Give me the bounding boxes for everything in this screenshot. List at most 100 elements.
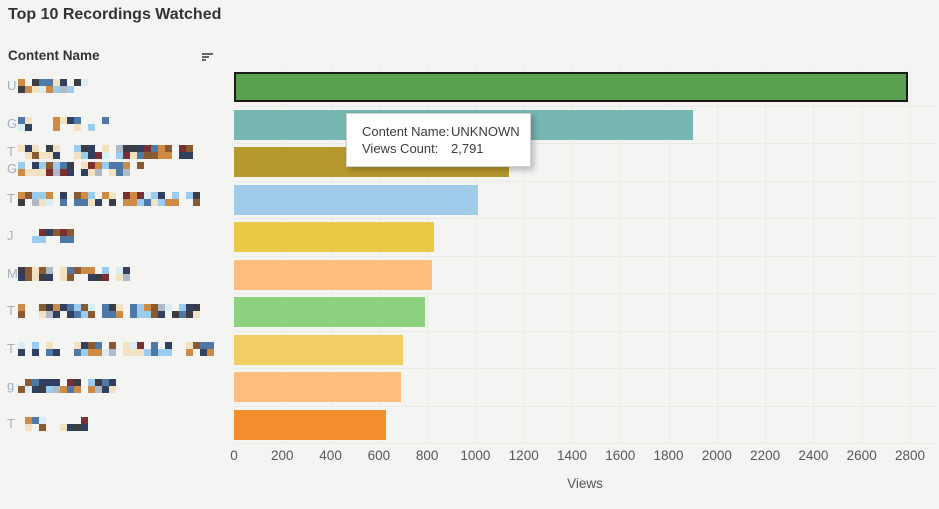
mosaic-pixel — [151, 341, 158, 349]
gridline-horizontal — [234, 180, 936, 182]
mosaic-pixel — [18, 152, 25, 159]
mosaic-pixel — [74, 145, 81, 152]
mosaic-pixel — [88, 152, 95, 159]
bar-9[interactable] — [234, 372, 401, 402]
mosaic-pixel — [67, 342, 74, 349]
mosaic-pixel — [46, 304, 53, 311]
mosaic-pixel — [116, 386, 123, 393]
bar-6[interactable] — [234, 259, 432, 290]
mosaic-pixel — [53, 274, 60, 281]
mosaic-pixel — [18, 424, 25, 431]
mosaic-pixel — [144, 348, 151, 356]
mosaic-pixel — [95, 304, 102, 311]
mosaic-pixel — [130, 198, 137, 206]
category-label-1-redacted: U — [7, 79, 88, 96]
bar-chart-plot — [234, 68, 936, 445]
bar-1-highlighted[interactable] — [234, 72, 908, 102]
mosaic-pixel — [60, 311, 67, 318]
mosaic-pixel — [158, 304, 165, 311]
mosaic-pixel — [130, 348, 137, 356]
mosaic-pixel — [179, 349, 186, 356]
mosaic-pixel — [123, 191, 130, 199]
bar-4[interactable] — [234, 184, 478, 215]
mosaic-pixel — [46, 386, 53, 393]
mosaic-pixel — [25, 342, 32, 349]
mosaic-pixel — [109, 191, 116, 199]
mosaic-pixel — [53, 417, 60, 424]
gridline-horizontal — [234, 443, 936, 445]
bar-5[interactable] — [234, 222, 435, 252]
mosaic-pixel — [32, 348, 39, 356]
mosaic-pixel — [144, 198, 151, 206]
x-tick-1000: 1000 — [460, 448, 491, 463]
mosaic-pixel — [109, 379, 116, 386]
mosaic-pixel — [179, 311, 186, 318]
mosaic-pixel — [18, 341, 25, 349]
tooltip: Content Name: UNKNOWN Views Count: 2,791 — [346, 113, 531, 167]
mosaic-pixel — [67, 116, 74, 124]
mosaic-pixel — [32, 169, 39, 176]
mosaic-pixel — [74, 379, 81, 386]
mosaic-pixel — [102, 379, 109, 386]
mosaic-pixel — [95, 192, 102, 199]
mosaic-pixel — [74, 304, 81, 311]
mosaic-pixel — [25, 236, 32, 243]
mosaic-pixel — [116, 145, 123, 152]
mosaic-pixel — [60, 379, 67, 386]
mosaic-pixel — [165, 341, 172, 349]
sort-descending-icon[interactable] — [202, 53, 214, 64]
mosaic-pixel — [158, 152, 165, 159]
mosaic-pixel — [116, 379, 123, 386]
mosaic-pixel — [53, 348, 60, 356]
mosaic-pixel — [46, 152, 53, 159]
mosaic-pixel — [60, 116, 67, 124]
mosaic-pixel — [109, 198, 116, 206]
mosaic-pixel — [53, 79, 60, 86]
mosaic-pixel — [32, 379, 39, 386]
tooltip-label: Views Count: — [362, 141, 439, 156]
bar-8[interactable] — [234, 334, 403, 365]
mosaic-pixel — [39, 311, 46, 318]
mosaic-pixel — [25, 304, 32, 311]
mosaic-pixel — [109, 311, 116, 318]
mosaic-pixel — [53, 86, 60, 93]
gridline-horizontal — [234, 293, 936, 295]
mosaic-pixel — [53, 192, 60, 199]
mosaic-pixel — [46, 348, 53, 356]
mosaic-pixel — [25, 116, 32, 124]
mosaic-pixel — [88, 169, 95, 176]
gridline-horizontal — [234, 255, 936, 257]
mosaic-pixel — [81, 274, 88, 281]
mosaic-pixel — [95, 152, 102, 159]
category-label-10-redacted: T — [7, 416, 95, 434]
bar-7[interactable] — [234, 297, 425, 327]
mosaic-pixel — [186, 191, 193, 199]
mosaic-pixel — [144, 342, 151, 349]
mosaic-pixel — [67, 379, 74, 386]
mosaic-pixel — [32, 236, 39, 243]
tooltip-row-views-count: Views Count: 2,791 — [362, 140, 522, 157]
category-label-line: g — [7, 379, 123, 393]
mosaic-pixel — [32, 273, 39, 281]
gridline-horizontal — [234, 330, 936, 332]
mosaic-pixel — [81, 124, 88, 131]
label-first-char: g — [7, 378, 15, 393]
category-label-line: G — [7, 116, 109, 131]
mosaic-pixel — [74, 417, 81, 424]
mosaic-pixel — [53, 145, 60, 152]
mosaic-pixel — [88, 311, 95, 318]
mosaic-pixel — [88, 386, 95, 393]
mosaic-pixel — [123, 341, 130, 349]
mosaic-pixel — [60, 266, 67, 274]
mosaic-pixel — [109, 267, 116, 274]
mosaic-pixel — [18, 198, 25, 206]
mosaic-pixel — [74, 386, 81, 393]
mosaic-pixel — [137, 348, 144, 356]
mosaic-pixel — [116, 169, 123, 176]
x-tick-0: 0 — [230, 448, 238, 463]
mosaic-pixel — [109, 169, 116, 176]
mosaic-pixel — [130, 311, 137, 318]
mosaic-pixel — [193, 191, 200, 199]
bar-10[interactable] — [234, 409, 387, 440]
